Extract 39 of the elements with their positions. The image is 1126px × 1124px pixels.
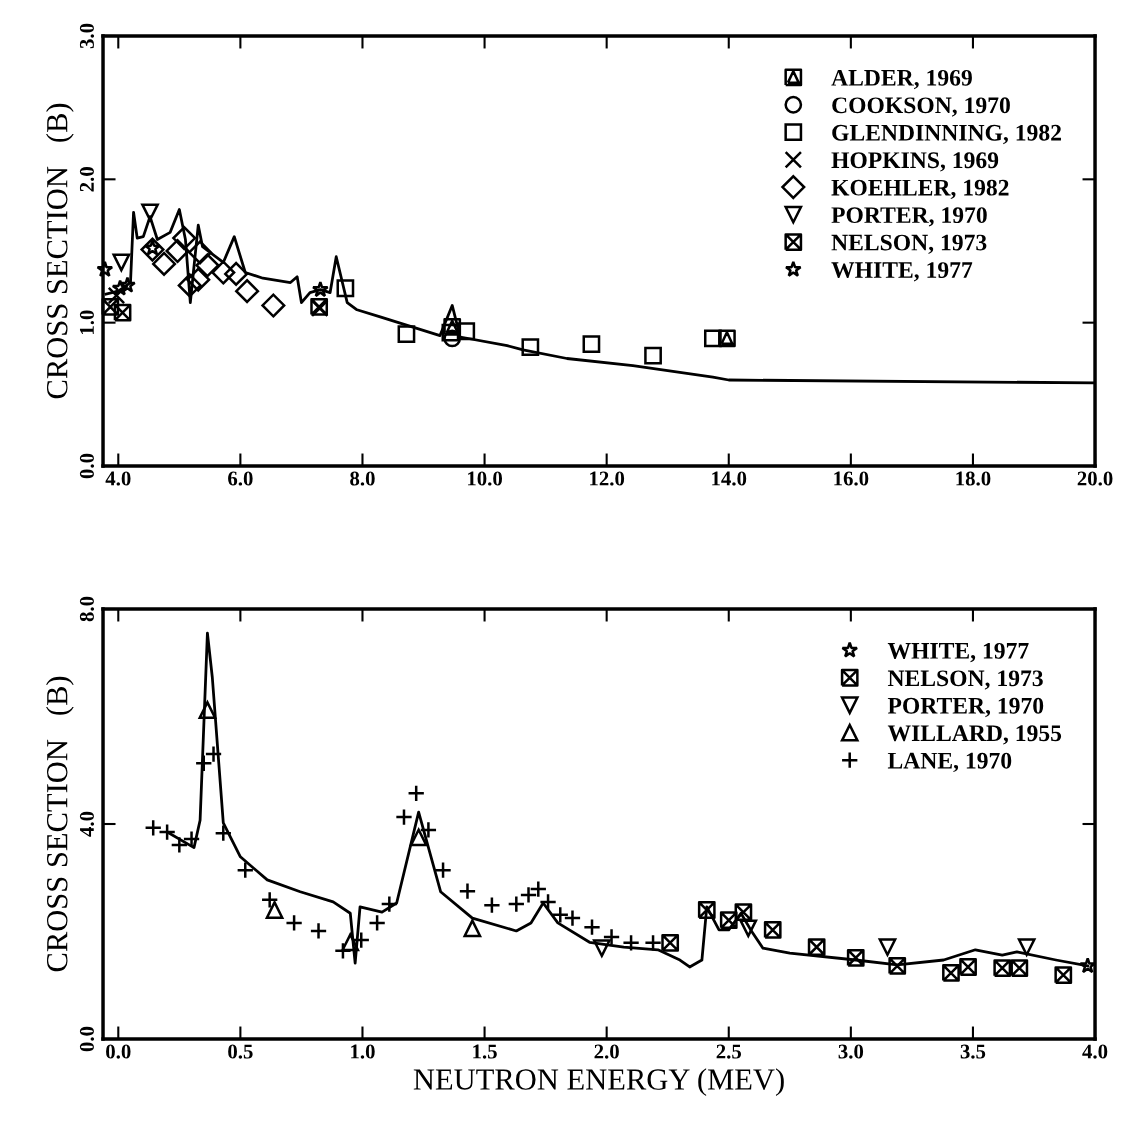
y-tick-label: 4.0 xyxy=(79,811,95,837)
legend-label: NELSON, 1973 xyxy=(887,670,1043,690)
legend-label: COOKSON, 1970 xyxy=(832,97,1010,117)
x-tick-label: 1.5 xyxy=(473,1044,497,1059)
x-tick-label: 14.0 xyxy=(712,471,747,486)
legend-label: WHITE, 1977 xyxy=(887,642,1029,663)
x-tick-label: 12.0 xyxy=(590,471,625,486)
y-axis-title: CROSS SECTION (B) xyxy=(46,676,74,972)
x-tick-label: 8.0 xyxy=(350,471,375,486)
x-tick-label: 3.0 xyxy=(838,1044,864,1059)
x-tick-label: 16.0 xyxy=(834,471,869,486)
x-axis-title: NEUTRON ENERGY (MEV) xyxy=(413,1068,784,1097)
x-tick-label: 10.0 xyxy=(468,471,502,486)
legend-label: GLENDINNING, 1982 xyxy=(832,124,1061,145)
x-tick-label: 3.5 xyxy=(960,1044,986,1059)
legend-label: NELSON, 1973 xyxy=(831,234,987,254)
legend-label: WHITE, 1977 xyxy=(831,262,973,282)
legend-label: HOPKINS, 1969 xyxy=(831,152,999,172)
y-axis-title: CROSS SECTION (B) xyxy=(46,103,74,399)
y-tick-label: 2.0 xyxy=(79,167,95,192)
x-tick-label: 4.0 xyxy=(105,471,131,486)
x-tick-label: 6.0 xyxy=(228,471,253,486)
x-tick-label: 0.5 xyxy=(228,1044,253,1059)
x-tick-label: 2.5 xyxy=(716,1044,742,1059)
x-tick-label: 20.0 xyxy=(1077,471,1113,486)
x-tick-label: 1.0 xyxy=(351,1044,375,1059)
legend-label: WILLARD, 1955 xyxy=(887,725,1062,745)
legend-label: ALDER, 1969 xyxy=(831,69,972,90)
y-tick-label: 3.0 xyxy=(79,23,95,49)
x-tick-label: 0.0 xyxy=(106,1044,131,1059)
x-tick-label: 18.0 xyxy=(956,471,991,486)
y-tick-label: 1.0 xyxy=(79,310,95,335)
legend-label: LANE, 1970 xyxy=(887,752,1012,773)
legend-label: PORTER, 1970 xyxy=(887,697,1044,718)
x-tick-label: 2.0 xyxy=(594,1044,619,1059)
legend-label: PORTER, 1970 xyxy=(831,207,987,227)
y-tick-label: 8.0 xyxy=(79,596,95,622)
x-tick-label: 4.0 xyxy=(1082,1044,1108,1059)
legend-label: KOEHLER, 1982 xyxy=(831,179,1009,200)
